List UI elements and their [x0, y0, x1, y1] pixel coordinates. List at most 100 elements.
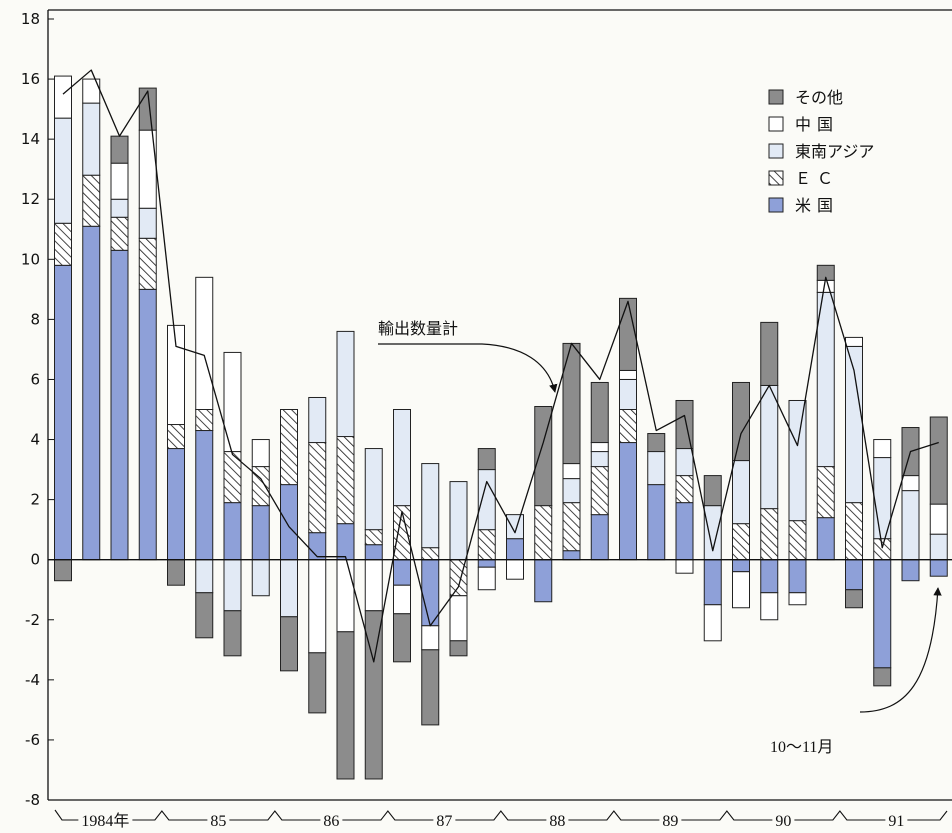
bar-segment-other — [111, 136, 128, 163]
bar-segment-ec — [252, 467, 269, 506]
bar-segment-southeast-asia — [252, 560, 269, 596]
bar-segment-us — [224, 503, 241, 560]
bar-segment-us — [281, 485, 298, 560]
bar-segment-us — [789, 560, 806, 593]
legend-label-other: その他 — [795, 89, 843, 107]
bar-segment-other — [55, 560, 72, 581]
bar-segment-us — [817, 518, 834, 560]
bar-segment-other — [365, 611, 382, 779]
bar-segment-china — [817, 280, 834, 292]
bar-segment-us — [139, 289, 156, 559]
bar-segment-southeast-asia — [111, 199, 128, 217]
bar-segment-ec — [365, 530, 382, 545]
bar-segment-southeast-asia — [309, 397, 326, 442]
bar-segment-other — [733, 382, 750, 460]
bar-segment-us — [111, 250, 128, 559]
bar-segment-southeast-asia — [591, 452, 608, 467]
bar-segment-southeast-asia — [789, 400, 806, 520]
bar-segment-china — [168, 325, 185, 424]
bar-segment-china — [789, 593, 806, 605]
bar-segment-us — [704, 560, 721, 605]
bar-segment-us — [394, 560, 411, 586]
bar-segment-other — [309, 653, 326, 713]
bar-segment-china — [676, 560, 693, 574]
y-tick-label: 12 — [21, 190, 40, 208]
x-axis-group-labels: 1984年 85 86 87 88 89 90 91 — [55, 810, 947, 830]
bar-segment-ec — [620, 410, 637, 443]
bar-segment-other — [337, 632, 354, 779]
bar-segment-us — [676, 503, 693, 560]
bar-segment-southeast-asia — [507, 515, 524, 539]
bar-segment-other — [422, 650, 439, 725]
y-tick-label: 6 — [30, 370, 40, 388]
bar-segment-southeast-asia — [902, 491, 919, 560]
bar-segment-southeast-asia — [422, 464, 439, 548]
bar-segment-other — [478, 449, 495, 470]
bar-segment-southeast-asia — [337, 331, 354, 436]
bar-segment-ec — [196, 410, 213, 431]
bar-segment-southeast-asia — [196, 560, 213, 593]
bar-segment-china — [450, 596, 467, 641]
bar-segment-southeast-asia — [930, 534, 947, 560]
bar-segment-ec — [676, 476, 693, 503]
bar-segment-ec — [535, 506, 552, 560]
bar-segment-southeast-asia — [83, 103, 100, 175]
x-group-label: 91 — [888, 813, 904, 830]
bar-segment-us — [507, 539, 524, 560]
bar-segment-china — [309, 560, 326, 653]
x-group-label: 89 — [662, 813, 678, 830]
legend: その他中国東南アジアＥＣ米国 — [769, 89, 874, 215]
y-tick-label: 10 — [21, 250, 40, 268]
y-tick-label: -8 — [25, 791, 40, 809]
bar-segment-china — [55, 76, 72, 118]
bar-segment-southeast-asia — [224, 560, 241, 611]
bar-segment-ec — [733, 524, 750, 560]
bar-segment-china — [478, 567, 495, 590]
bar-segment-us — [563, 551, 580, 560]
legend-swatch-us — [769, 198, 783, 212]
y-tick-label: 0 — [30, 551, 40, 569]
bar-segment-china — [563, 464, 580, 479]
bar-segment-china — [422, 626, 439, 650]
bar-segment-us — [478, 560, 495, 568]
y-tick-label: 14 — [21, 130, 40, 148]
bar-segment-southeast-asia — [478, 470, 495, 530]
legend-swatch-southeast-asia — [769, 144, 783, 158]
bar-segment-ec — [139, 238, 156, 289]
bar-segment-other — [620, 298, 637, 370]
bar-segment-us — [591, 515, 608, 560]
bar-segment-other — [591, 382, 608, 442]
bar-segment-ec — [478, 530, 495, 560]
legend-swatch-other — [769, 90, 783, 104]
x-group-label: 1984年 — [81, 812, 129, 830]
y-tick-label: 8 — [30, 310, 40, 328]
bar-segment-other — [224, 611, 241, 656]
bar-segment-southeast-asia — [648, 452, 665, 485]
bar-segment-china — [620, 370, 637, 379]
bar-segment-ec — [422, 548, 439, 560]
bar-segment-southeast-asia — [55, 118, 72, 223]
x-group-label: 90 — [775, 813, 791, 830]
x-group-label: 86 — [323, 813, 339, 830]
bar-segment-china — [591, 443, 608, 452]
bar-segment-ec — [846, 503, 863, 560]
bar-segment-us — [930, 560, 947, 577]
bar-segment-southeast-asia — [733, 461, 750, 524]
y-tick-label: -2 — [25, 611, 40, 629]
last-period-callout-label: 10～11月 — [770, 739, 833, 756]
bar-segment-us — [902, 560, 919, 581]
bar-segment-southeast-asia — [563, 479, 580, 503]
y-tick-label: 16 — [21, 70, 40, 88]
bar-segment-ec — [309, 443, 326, 533]
bar-segment-us — [337, 524, 354, 560]
bar-segment-other — [761, 322, 778, 385]
legend-swatch-china — [769, 117, 783, 131]
bar-segment-us — [168, 449, 185, 560]
bar-segment-us — [620, 443, 637, 560]
bar-segment-ec — [281, 410, 298, 485]
bar-segment-ec — [817, 467, 834, 518]
bar-segment-china — [902, 476, 919, 491]
bar-segment-china — [846, 337, 863, 346]
bar-segment-china — [196, 277, 213, 409]
bar-segment-other — [704, 476, 721, 506]
